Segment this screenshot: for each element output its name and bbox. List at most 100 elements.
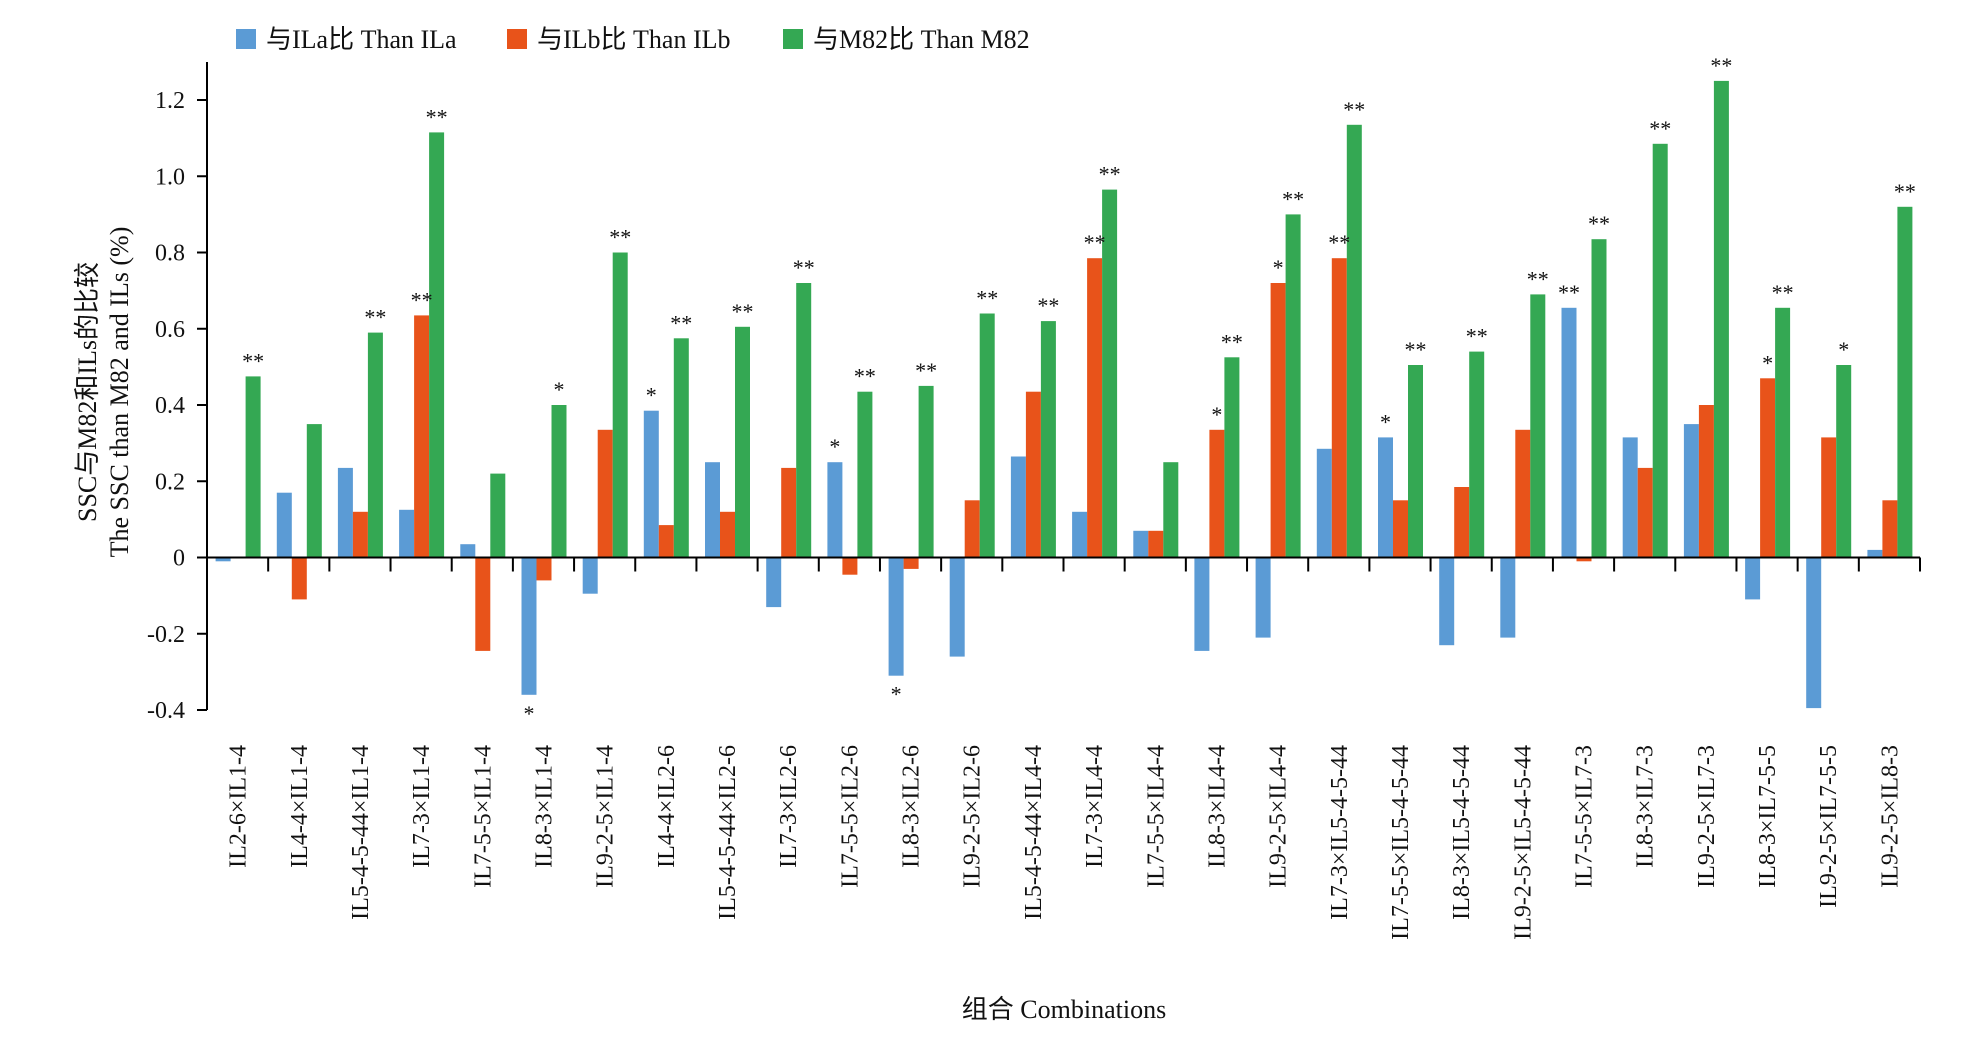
sig-mark-s3-23: **	[1588, 211, 1610, 236]
sig-mark-s1-12: *	[891, 682, 902, 707]
bar-s2-16	[1148, 530, 1164, 558]
bar-s3-28	[1897, 206, 1913, 558]
sig-mark-s1-20: *	[1380, 409, 1391, 434]
sig-mark-s3-1: **	[242, 348, 264, 373]
bar-s1-20	[1378, 437, 1393, 558]
x-tick-label-11: IL7-5-5×IL2-6	[837, 745, 863, 888]
x-axis-title: 组合 Combinations	[962, 995, 1166, 1024]
x-tick-label-16: IL7-5-5×IL4-4	[1143, 745, 1169, 888]
bar-s3-6	[551, 405, 567, 558]
y-tick-label: -0.2	[147, 622, 185, 648]
bar-s1-26	[1745, 557, 1761, 600]
y-tick-label: 0	[173, 546, 185, 572]
bar-s1-15	[1072, 511, 1088, 558]
x-tick-label-9: IL5-4-5-44×IL2-6	[715, 745, 741, 920]
bar-s2-28	[1882, 500, 1898, 558]
bar-s3-10	[796, 283, 812, 558]
plot-area: *************** ************ *************…	[147, 53, 1921, 940]
x-tick-label-27: IL9-2-5×IL7-5-5	[1816, 745, 1842, 908]
x-tick-label-13: IL9-2-5×IL2-6	[960, 745, 986, 888]
y-tick-label: 0.6	[155, 317, 185, 343]
bar-s3-3	[367, 332, 383, 558]
legend-swatch-3	[783, 29, 803, 49]
axes	[206, 62, 1921, 710]
bar-s3-15	[1102, 189, 1118, 558]
bar-s1-13	[949, 557, 965, 657]
x-tick-label-12: IL8-3×IL2-6	[899, 745, 925, 868]
bar-s3-16	[1163, 462, 1179, 558]
bar-s1-19	[1316, 448, 1332, 558]
bar-s3-19	[1346, 124, 1362, 558]
bar-s1-22	[1500, 557, 1516, 638]
bar-s3-20	[1408, 365, 1423, 558]
bar-s2-4	[414, 315, 430, 558]
x-tick-label-6: IL8-3×IL1-4	[532, 745, 558, 868]
bar-s3-13	[979, 313, 995, 558]
sig-mark-s3-10: **	[793, 255, 815, 280]
sig-mark-s3-19: **	[1343, 97, 1365, 122]
bar-s3-24	[1652, 143, 1668, 558]
bar-s2-14	[1025, 391, 1041, 558]
bar-s2-2	[291, 557, 307, 600]
x-tick-label-23: IL7-5-5×IL7-3	[1572, 745, 1598, 888]
x-tick-label-22: IL9-2-5×IL5-4-5-44	[1510, 745, 1536, 940]
bar-s3-2	[306, 424, 322, 558]
sig-mark-s3-7: **	[609, 225, 631, 250]
bar-s2-26	[1760, 378, 1776, 558]
legend-swatch-2	[507, 29, 527, 49]
sig-mark-s1-23: **	[1558, 280, 1580, 305]
bar-s1-17	[1194, 557, 1210, 651]
sig-mark-s3-15: **	[1099, 162, 1121, 187]
x-tick-label-19: IL7-3×IL5-4-5-44	[1327, 745, 1353, 920]
bar-s3-8	[673, 338, 689, 558]
x-tick-label-15: IL7-3×IL4-4	[1082, 745, 1108, 868]
bar-s2-5	[475, 557, 491, 651]
x-ticks: IL2-6×IL1-4 IL4-4×IL1-4 IL5-4-5-44×IL1-4 IL…	[226, 745, 1904, 940]
bar-s2-20	[1393, 500, 1408, 558]
bar-s1-16	[1133, 530, 1149, 558]
x-tick-label-21: IL8-3×IL5-4-5-44	[1449, 745, 1475, 920]
bar-s2-23	[1576, 557, 1592, 562]
bar-s1-11	[827, 462, 843, 558]
bar-s1-4	[399, 509, 415, 558]
bar-s1-1	[215, 557, 231, 562]
bar-s2-18	[1270, 283, 1286, 558]
sig-mark-s3-8: **	[670, 310, 692, 335]
sig-mark-s3-9: **	[732, 299, 754, 324]
sig-mark-s3-3: **	[364, 305, 386, 330]
bar-s1-5	[460, 544, 476, 558]
bar-s3-17	[1224, 357, 1240, 558]
x-tick-label-20: IL7-5-5×IL5-4-5-44	[1388, 745, 1414, 940]
sig-mark-s3-11: **	[854, 364, 876, 389]
bar-s2-10	[781, 467, 797, 558]
significance-marks: *************** ************ *************…	[242, 53, 1916, 726]
bar-s2-19	[1331, 258, 1347, 558]
sig-mark-s3-22: **	[1527, 266, 1549, 291]
legend-label-1: 与ILa比 Than ILa	[266, 25, 457, 54]
sig-mark-s2-15: **	[1084, 230, 1106, 255]
bar-s1-9	[705, 462, 720, 558]
bar-s1-24	[1622, 437, 1638, 558]
bar-s1-14	[1010, 456, 1026, 558]
sig-mark-s1-8: *	[646, 383, 657, 408]
sig-mark-s3-26: **	[1772, 280, 1794, 305]
x-tick-label-28: IL9-2-5×IL8-3	[1877, 745, 1903, 888]
sig-mark-s3-6: *	[554, 377, 565, 402]
sig-mark-s2-26: *	[1762, 350, 1773, 375]
bar-s2-6	[536, 557, 552, 581]
legend-label-3: 与M82比 Than M82	[813, 25, 1030, 54]
sig-mark-s3-25: **	[1710, 53, 1732, 78]
bar-s2-3	[352, 511, 368, 558]
x-tick-label-5: IL7-5-5×IL1-4	[470, 745, 496, 888]
bar-s3-22	[1530, 294, 1546, 558]
bar-s3-14	[1040, 321, 1056, 558]
sig-mark-s3-20: **	[1405, 337, 1427, 362]
bar-s3-4	[429, 132, 445, 558]
x-tick-label-8: IL4-4×IL2-6	[654, 745, 680, 868]
bar-s1-27	[1806, 557, 1822, 709]
legend-label-2: 与ILb比 Than ILb	[537, 25, 731, 54]
y-tick-label: 0.2	[155, 469, 185, 495]
bar-s1-6	[521, 557, 537, 695]
bar-s2-27	[1821, 437, 1837, 558]
bar-s2-24	[1637, 467, 1653, 558]
